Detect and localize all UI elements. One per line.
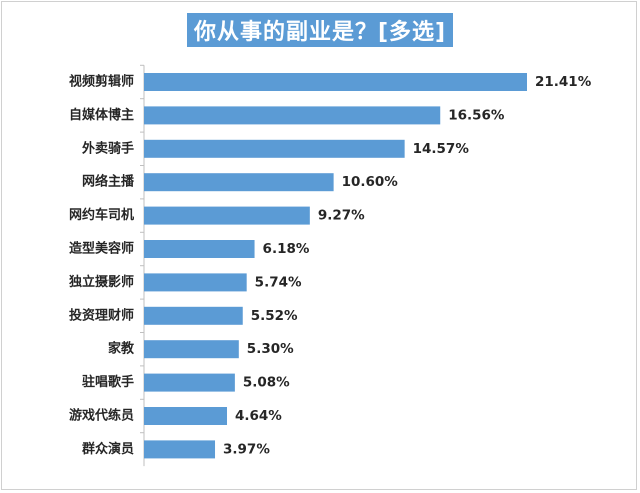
- category-label: 独立摄影师: [69, 274, 134, 290]
- bar: [144, 106, 441, 125]
- bar: [144, 139, 405, 158]
- category-label: 网约车司机: [69, 207, 134, 223]
- bar: [144, 173, 334, 192]
- category-label: 群众演员: [82, 441, 134, 457]
- bar: [144, 373, 235, 392]
- value-label: 21.41%: [535, 74, 592, 90]
- value-label: 16.56%: [448, 107, 505, 123]
- category-label: 视频剪辑师: [69, 74, 134, 90]
- bar: [144, 407, 228, 425]
- bar: [144, 440, 216, 459]
- value-label: 5.30%: [247, 341, 294, 357]
- category-label: 造型美容师: [69, 241, 134, 257]
- value-label: 5.08%: [243, 375, 290, 391]
- bar: [144, 240, 255, 258]
- bar: [144, 340, 239, 359]
- category-label: 家教: [108, 341, 135, 357]
- value-label: 5.52%: [251, 308, 298, 324]
- value-label: 10.60%: [342, 174, 399, 190]
- bar: [144, 73, 527, 91]
- category-label: 外卖骑手: [81, 140, 134, 156]
- value-label: 6.18%: [263, 241, 310, 257]
- category-label: 驻唱歌手: [82, 374, 134, 390]
- category-label: 游戏代练员: [69, 408, 134, 424]
- category-label: 投资理财师: [69, 307, 134, 323]
- category-label: 网络主播: [82, 174, 135, 190]
- value-label: 14.57%: [413, 141, 470, 157]
- value-label: 9.27%: [318, 208, 365, 224]
- value-label: 3.97%: [223, 441, 270, 457]
- category-label: 自媒体博主: [69, 107, 134, 123]
- chart-title: 你从事的副业是？[多选]: [193, 20, 447, 45]
- chart-title-box: 你从事的副业是？[多选]: [187, 13, 453, 47]
- bar: [144, 273, 247, 292]
- value-label: 5.74%: [255, 274, 302, 290]
- bar: [144, 206, 310, 225]
- bar: [144, 306, 243, 325]
- value-label: 4.64%: [235, 408, 282, 424]
